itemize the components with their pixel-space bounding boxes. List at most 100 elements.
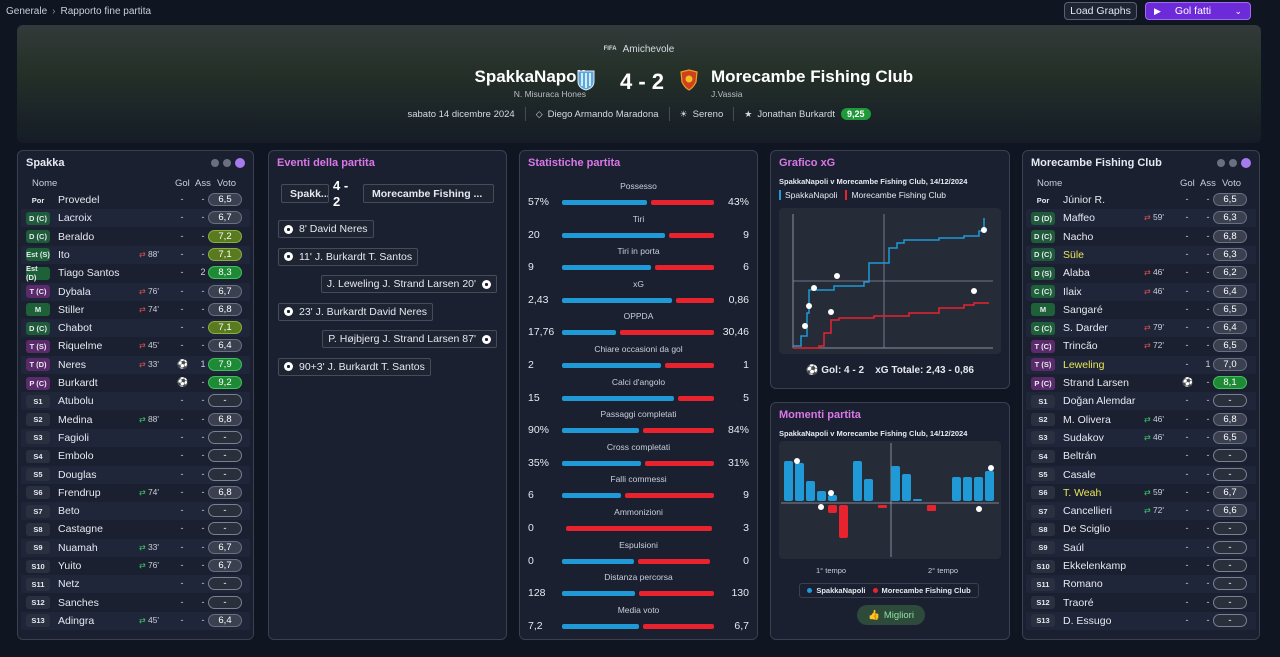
home-team-name[interactable]: SpakkaNapoli — [474, 67, 587, 86]
player-name[interactable]: Adingra — [58, 614, 95, 627]
player-row[interactable]: S2 M. Olivera — [1027, 411, 1255, 429]
player-name[interactable]: Maffeo — [1063, 212, 1095, 225]
player-row[interactable]: M Stiller — [22, 301, 249, 319]
dot-icon[interactable] — [1217, 159, 1225, 167]
player-row[interactable]: M Sangaré — [1027, 301, 1255, 319]
player-name[interactable]: Nacho — [1063, 230, 1094, 243]
player-row[interactable]: D (C) Lacroix — [22, 209, 249, 227]
player-row[interactable]: S1 Atubolu — [22, 392, 249, 410]
player-row[interactable]: T (C) Dybala — [22, 283, 249, 301]
match-event[interactable]: 90+3' J. Burkardt T. Santos — [278, 357, 431, 376]
player-name[interactable]: Ilaix — [1063, 285, 1082, 298]
player-row[interactable]: S3 Fagioli — [22, 429, 249, 447]
player-name[interactable]: Saúl — [1063, 541, 1085, 554]
dot-icon[interactable] — [211, 159, 219, 167]
player-name[interactable]: Süle — [1063, 248, 1085, 261]
player-row[interactable]: S5 Douglas — [22, 466, 249, 484]
dot-active-icon[interactable] — [235, 158, 245, 168]
player-name[interactable]: Strand Larsen — [1063, 377, 1129, 389]
player-row[interactable]: Por Júnior R. — [1027, 191, 1255, 209]
panel-dots[interactable] — [211, 158, 245, 168]
player-name[interactable]: Provedel — [58, 194, 100, 206]
player-row[interactable]: S4 Beltrán — [1027, 447, 1255, 465]
player-name[interactable]: Júnior R. — [1063, 194, 1106, 206]
player-row[interactable]: C (C) Ilaix — [1027, 283, 1255, 301]
player-row[interactable]: D (S) Alaba — [1027, 264, 1255, 282]
player-name[interactable]: Frendrup — [58, 486, 101, 499]
player-name[interactable]: Castagne — [58, 523, 103, 536]
match-event[interactable]: J. Leweling J. Strand Larsen 20' — [320, 275, 497, 293]
player-row[interactable]: S10 Yuito — [22, 557, 249, 575]
player-row[interactable]: Est (D) Tiago Santos — [22, 264, 249, 282]
match-event[interactable]: 11' J. Burkardt T. Santos — [278, 247, 419, 266]
player-name[interactable]: Riquelme — [58, 340, 103, 353]
player-row[interactable]: D (C) Süle — [1027, 246, 1255, 264]
player-row[interactable]: T (S) Riquelme — [22, 337, 249, 355]
player-row[interactable]: D (C) Beraldo — [22, 228, 249, 246]
breadcrumb-root[interactable]: Generale — [6, 5, 48, 17]
player-name[interactable]: Romano — [1063, 578, 1103, 591]
player-name[interactable]: Fagioli — [58, 431, 89, 444]
player-row[interactable]: S13 Adingra — [22, 612, 249, 630]
player-name[interactable]: Alaba — [1063, 267, 1090, 280]
player-row[interactable]: Por Provedel — [22, 191, 249, 209]
player-name[interactable]: Trincão — [1063, 340, 1098, 353]
player-name[interactable]: Douglas — [58, 468, 97, 481]
player-row[interactable]: Est (S) Ito — [22, 246, 249, 264]
player-name[interactable]: S. Darder — [1063, 322, 1108, 335]
player-row[interactable]: S7 Cancellieri — [1027, 502, 1255, 520]
player-name[interactable]: Sangaré — [1063, 303, 1103, 316]
player-row[interactable]: S10 Ekkelenkamp — [1027, 557, 1255, 575]
player-row[interactable]: S4 Embolo — [22, 447, 249, 465]
player-name[interactable]: Leweling — [1063, 358, 1105, 371]
player-name[interactable]: Chabot — [58, 322, 92, 335]
player-row[interactable]: S2 Medina — [22, 411, 249, 429]
player-name[interactable]: Embolo — [58, 450, 94, 463]
player-row[interactable]: S6 Frendrup — [22, 484, 249, 502]
player-name[interactable]: Casale — [1063, 468, 1096, 481]
player-row[interactable]: S12 Traoré — [1027, 594, 1255, 612]
player-row[interactable]: S6 T. Weah — [1027, 484, 1255, 502]
player-row[interactable]: T (D) Neres — [22, 356, 249, 374]
player-row[interactable]: D (C) Nacho — [1027, 228, 1255, 246]
player-name[interactable]: Ito — [58, 248, 70, 261]
player-name[interactable]: Doğan Alemdar — [1063, 395, 1136, 408]
player-name[interactable]: D. Essugo — [1063, 614, 1112, 627]
player-row[interactable]: S3 Sudakov — [1027, 429, 1255, 447]
motm-name[interactable]: Jonathan Burkardt — [757, 108, 835, 120]
player-name[interactable]: Beto — [58, 505, 80, 518]
player-name[interactable]: Sudakov — [1063, 431, 1104, 444]
player-name[interactable]: M. Olivera — [1063, 413, 1111, 426]
player-row[interactable]: T (C) Trincão — [1027, 337, 1255, 355]
player-row[interactable]: S8 Castagne — [22, 520, 249, 538]
player-name[interactable]: Neres — [58, 358, 87, 371]
dot-icon[interactable] — [223, 159, 231, 167]
match-event[interactable]: 23' J. Burkardt David Neres — [278, 302, 434, 321]
player-name[interactable]: Ekkelenkamp — [1063, 560, 1127, 572]
player-name[interactable]: Sanches — [58, 596, 99, 609]
player-name[interactable]: Traoré — [1063, 596, 1094, 609]
player-row[interactable]: P (C) Strand Larsen — [1027, 374, 1255, 392]
player-row[interactable]: S11 Romano — [1027, 575, 1255, 593]
player-name[interactable]: Tiago Santos — [58, 267, 120, 280]
player-name[interactable]: Stiller — [58, 303, 85, 316]
player-name[interactable]: De Sciglio — [1063, 523, 1111, 536]
goals-dropdown-button[interactable]: ▶ Gol fatti ⌄ — [1145, 2, 1251, 20]
player-row[interactable]: S1 Doğan Alemdar — [1027, 392, 1255, 410]
player-row[interactable]: S5 Casale — [1027, 466, 1255, 484]
player-row[interactable]: C (C) S. Darder — [1027, 319, 1255, 337]
player-row[interactable]: D (D) Maffeo — [1027, 209, 1255, 227]
player-row[interactable]: S9 Nuamah — [22, 539, 249, 557]
player-name[interactable]: Beltrán — [1063, 450, 1097, 463]
match-event[interactable]: 8' David Neres — [278, 220, 374, 238]
player-name[interactable]: Yuito — [58, 560, 82, 572]
player-name[interactable]: Dybala — [58, 285, 91, 298]
player-row[interactable]: T (S) Leweling — [1027, 356, 1255, 374]
panel-dots[interactable] — [1217, 158, 1251, 168]
player-name[interactable]: Lacroix — [58, 212, 92, 225]
player-name[interactable]: Medina — [58, 413, 93, 426]
match-event[interactable]: P. Højbjerg J. Strand Larsen 87' — [322, 330, 497, 348]
dot-icon[interactable] — [1229, 159, 1237, 167]
player-row[interactable]: S9 Saúl — [1027, 539, 1255, 557]
player-row[interactable]: S13 D. Essugo — [1027, 612, 1255, 630]
